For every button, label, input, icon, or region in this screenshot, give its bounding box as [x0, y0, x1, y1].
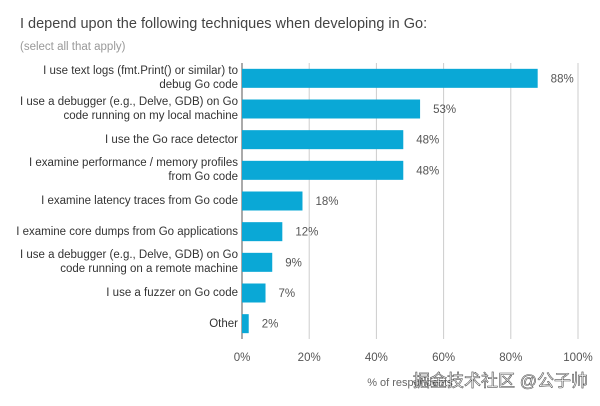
watermark: 掘金技术社区 @公子帅 — [413, 371, 588, 390]
x-tick-label: 0% — [234, 352, 251, 364]
value-label: 2% — [262, 319, 279, 331]
bar — [242, 99, 421, 119]
x-tick-label: 80% — [499, 352, 522, 364]
value-label: 7% — [279, 288, 296, 300]
value-label: 12% — [295, 227, 318, 239]
category-label: I use the Go race detector — [105, 133, 238, 146]
x-axis-label: % of respondents — [367, 377, 453, 389]
bar — [242, 68, 538, 88]
x-tick-label: 60% — [432, 352, 455, 364]
bar — [242, 222, 283, 242]
bar — [242, 252, 273, 272]
bar — [242, 191, 303, 211]
bar — [242, 130, 404, 150]
value-label: 53% — [433, 104, 456, 116]
value-label: 48% — [416, 135, 439, 147]
value-label: 9% — [285, 257, 302, 269]
category-label: Other — [209, 317, 238, 330]
bar — [242, 283, 266, 303]
category-label: I use text logs (fmt.Print() or similar)… — [43, 65, 238, 92]
category-label: I use a fuzzer on Go code — [106, 287, 238, 299]
category-label: I examine performance / memory profiles … — [29, 157, 238, 184]
category-label: I use a debugger (e.g., Delve, GDB) on G… — [20, 249, 238, 276]
x-tick-label: 100% — [563, 352, 592, 364]
value-label: 48% — [416, 165, 439, 177]
x-tick-label: 40% — [365, 352, 388, 364]
bar — [242, 160, 404, 180]
category-label: I use a debugger (e.g., Delve, GDB) on G… — [20, 96, 238, 122]
chart-title: I depend upon the following techniques w… — [20, 16, 427, 32]
bar — [242, 314, 249, 334]
category-label: I examine latency traces from Go code — [41, 195, 238, 207]
x-tick-label: 20% — [298, 352, 321, 364]
category-label: I examine core dumps from Go application… — [16, 225, 238, 238]
chart-subtitle: (select all that apply) — [20, 41, 126, 53]
value-label: 88% — [551, 73, 574, 85]
value-label: 18% — [315, 196, 338, 208]
